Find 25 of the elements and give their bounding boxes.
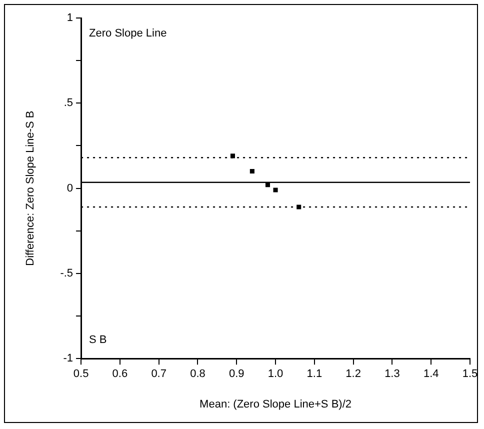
x-tick-label: 1.5	[462, 368, 478, 380]
x-tick-label: 1.3	[384, 368, 400, 380]
point	[265, 182, 270, 188]
x-tick-label: 0.8	[190, 368, 206, 380]
x-tick-label: 1.1	[306, 368, 322, 380]
x-axis-title: Mean: (Zero Slope Line+S B)/2	[200, 398, 352, 410]
x-tick-label: 1.0	[268, 368, 284, 380]
x-tick-label: 0.5	[73, 368, 89, 380]
y-tick-label: -.5	[60, 267, 74, 280]
x-tick-label: 0.9	[228, 368, 244, 380]
x-tick-label: 0.7	[151, 368, 166, 380]
y-tick-label: 0	[66, 182, 74, 194]
point	[250, 169, 254, 174]
y-tick-label: 1	[66, 12, 74, 24]
y-axis-title: Difference: Zero Slope Line-S B	[24, 110, 37, 266]
point	[273, 188, 278, 192]
y-tick-label: -1	[63, 352, 74, 365]
x-tick-label: 1.2	[346, 368, 361, 380]
annotation: S B	[89, 334, 107, 346]
point	[230, 154, 235, 158]
annotation: Zero Slope Line	[89, 28, 167, 40]
point	[296, 204, 302, 210]
x-tick-label: 0.6	[112, 368, 128, 380]
y-tick-label: .5	[64, 97, 74, 110]
x-tick-label: 1.4	[423, 368, 439, 380]
